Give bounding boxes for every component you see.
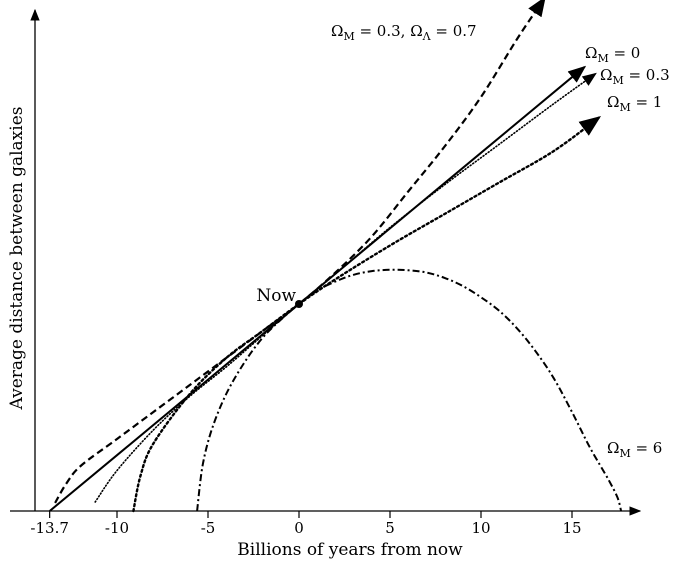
series-label-text: Ω xyxy=(585,44,597,62)
series-label-text: = 1 xyxy=(631,93,663,111)
x-tick-label: -10 xyxy=(105,519,129,537)
series-group xyxy=(49,0,623,513)
series-label-4: ΩM = 6 xyxy=(607,439,662,460)
x-tick-label: 10 xyxy=(471,519,490,537)
series-label-text: = 0 xyxy=(609,44,641,62)
x-tick-label: -13.7 xyxy=(30,519,68,537)
x-tick-label: 5 xyxy=(385,519,395,537)
series-label-2: ΩM = 0.3 xyxy=(600,66,670,87)
series-label-text: = 6 xyxy=(631,439,663,457)
series-label-text: = 0.3, Ω xyxy=(355,22,423,40)
now-label: Now xyxy=(256,286,296,306)
series-label-text: Ω xyxy=(607,439,619,457)
series-label-3: ΩM = 1 xyxy=(607,93,662,114)
series-label-text: = 0.3 xyxy=(624,66,670,84)
series-label-subscript: M xyxy=(343,30,354,43)
series-label-subscript: M xyxy=(597,52,608,65)
series-line-3 xyxy=(132,116,602,513)
series-line-0 xyxy=(54,0,546,504)
x-tick-label: 15 xyxy=(562,519,581,537)
series-line-4 xyxy=(196,268,623,512)
series-line-2 xyxy=(94,72,597,503)
series-label-subscript: M xyxy=(619,447,630,460)
series-line-1 xyxy=(49,65,587,512)
x-axis-label: Billions of years from now xyxy=(237,540,463,560)
x-tick-label: 0 xyxy=(294,519,304,537)
series-label-subscript: Λ xyxy=(422,30,432,43)
series-label-text: Ω xyxy=(600,66,612,84)
now-point xyxy=(295,300,303,308)
x-tick-label: -5 xyxy=(201,519,216,537)
series-label-subscript: M xyxy=(612,74,623,87)
series-label-1: ΩM = 0 xyxy=(585,44,640,65)
series-label-text: Ω xyxy=(607,93,619,111)
series-label-0: ΩM = 0.3, ΩΛ = 0.7 xyxy=(331,22,477,43)
series-label-subscript: M xyxy=(619,101,630,114)
series-label-text: = 0.7 xyxy=(431,22,477,40)
series-labels: ΩM = 0.3, ΩΛ = 0.7ΩM = 0ΩM = 0.3ΩM = 1ΩM… xyxy=(331,22,670,460)
y-axis-label: Average distance between galaxies xyxy=(7,106,27,410)
series-label-text: Ω xyxy=(331,22,343,40)
x-tick-group: -13.7 -10 -5 0 5 10 15 xyxy=(30,511,582,537)
